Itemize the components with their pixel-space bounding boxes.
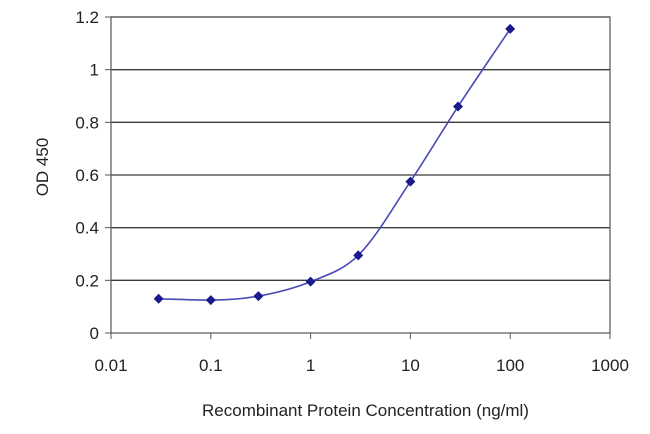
data-point [505,23,516,34]
y-tick-label: 1.2 [75,8,99,27]
data-point [453,101,464,112]
data-point [253,291,264,302]
data-point [405,176,416,187]
grid [111,16,610,281]
x-tick-label: 1000 [591,356,629,375]
x-tick-label: 1 [306,356,315,375]
x-axis-ticks: 0.01 0.1 1 10 100 1000 [94,333,629,375]
x-axis-title: Recombinant Protein Concentration (ng/ml… [202,401,529,420]
data-points [153,23,516,306]
data-point [305,276,316,287]
data-point [205,295,216,306]
x-tick-label: 0.1 [199,356,223,375]
data-point [153,293,164,304]
y-tick-label: 0.6 [75,166,99,185]
x-tick-label: 100 [496,356,524,375]
y-tick-label: 0 [90,324,99,343]
y-axis-title: OD 450 [33,138,52,197]
x-tick-label: 10 [401,356,420,375]
data-point [353,250,364,261]
y-tick-label: 1 [90,61,99,80]
y-tick-label: 0.8 [75,113,99,132]
y-tick-label: 0.4 [75,219,99,238]
x-tick-label: 0.01 [94,356,127,375]
y-tick-label: 0.2 [75,271,99,290]
y-axis-ticks: 0 0.2 0.4 0.6 0.8 1 1.2 [75,8,111,343]
